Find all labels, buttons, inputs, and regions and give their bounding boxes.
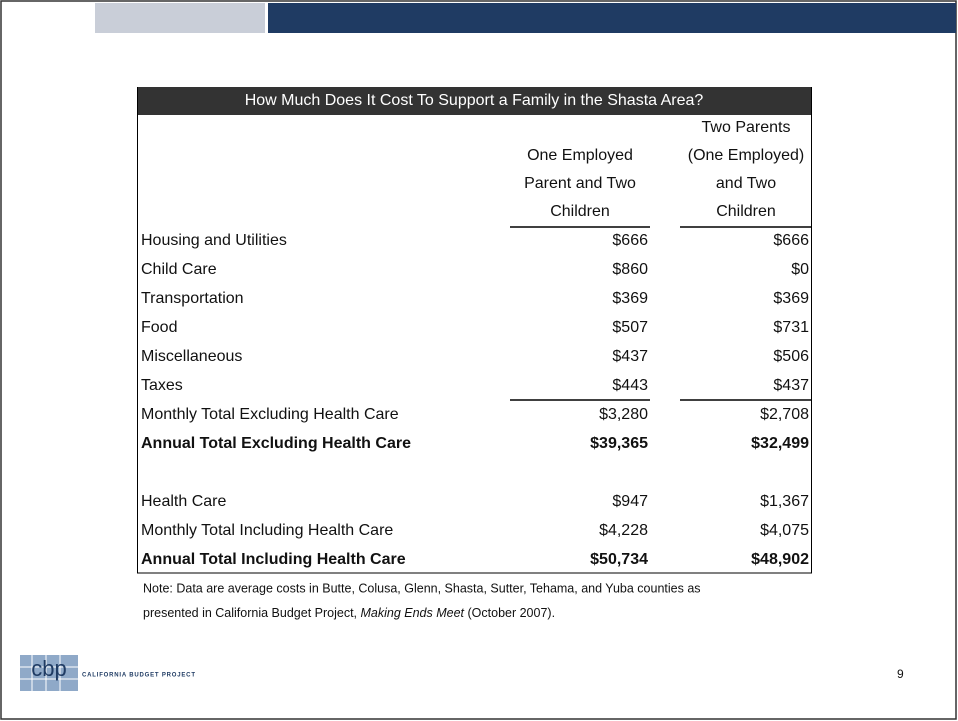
- cell-value: $0: [791, 261, 809, 278]
- cell-value: $39,365: [590, 435, 648, 452]
- header-bar-dark: [268, 3, 956, 33]
- row-label: Health Care: [141, 493, 226, 510]
- cell-value: $2,708: [760, 406, 809, 423]
- cell-value: $666: [773, 232, 809, 249]
- cell-value: $731: [773, 319, 809, 336]
- row-label: Transportation: [141, 290, 244, 307]
- column-header: Two Parents: [702, 119, 791, 136]
- note-line: presented in California Budget Project, …: [143, 606, 555, 620]
- note-italic: Making Ends Meet: [361, 606, 465, 620]
- cell-value: $3,280: [599, 406, 648, 423]
- cell-value: $1,367: [760, 493, 809, 510]
- note-text: presented in California Budget Project,: [143, 606, 361, 620]
- cell-value: $32,499: [751, 435, 809, 452]
- cell-value: $369: [612, 290, 648, 307]
- row-label: Taxes: [141, 377, 183, 394]
- logo: cbp CALIFORNIA BUDGET PROJECT: [20, 655, 196, 691]
- row-label: Food: [141, 319, 177, 336]
- row-label: Annual Total Including Health Care: [141, 551, 406, 568]
- note-line: Note: Data are average costs in Butte, C…: [143, 581, 701, 595]
- cell-value: $860: [612, 261, 648, 278]
- cell-value: $369: [773, 290, 809, 307]
- cell-value: $507: [612, 319, 648, 336]
- logo-name: CALIFORNIA BUDGET PROJECT: [82, 673, 196, 679]
- cell-value: $666: [612, 232, 648, 249]
- row-label: Miscellaneous: [141, 348, 242, 365]
- column-header: One Employed: [527, 147, 633, 164]
- row-label: Housing and Utilities: [141, 232, 287, 249]
- cell-value: $437: [612, 348, 648, 365]
- row-label: Child Care: [141, 261, 217, 278]
- logo-mark: cbp: [31, 656, 66, 681]
- row-label: Monthly Total Including Health Care: [141, 522, 393, 539]
- column-header: (One Employed): [688, 147, 805, 164]
- cell-value: $4,228: [599, 522, 648, 539]
- cell-value: $48,902: [751, 551, 809, 568]
- column-header: Children: [550, 203, 610, 220]
- cell-value: $947: [612, 493, 648, 510]
- row-label: Monthly Total Excluding Health Care: [141, 406, 399, 423]
- column-header: Children: [716, 203, 776, 220]
- header-bar-light: [95, 3, 265, 33]
- cell-value: $506: [773, 348, 809, 365]
- column-header: Parent and Two: [524, 175, 636, 192]
- table-title-bar: [137, 87, 812, 115]
- table-title: How Much Does It Cost To Support a Famil…: [245, 92, 704, 109]
- cell-value: $437: [773, 377, 809, 394]
- cell-value: $4,075: [760, 522, 809, 539]
- page-number: 9: [897, 667, 904, 681]
- logo-box: [20, 655, 78, 691]
- column-header: and Two: [716, 175, 776, 192]
- row-label: Annual Total Excluding Health Care: [141, 435, 411, 452]
- note-text: (October 2007).: [464, 606, 555, 620]
- cell-value: $443: [612, 377, 648, 394]
- cell-value: $50,734: [590, 551, 648, 568]
